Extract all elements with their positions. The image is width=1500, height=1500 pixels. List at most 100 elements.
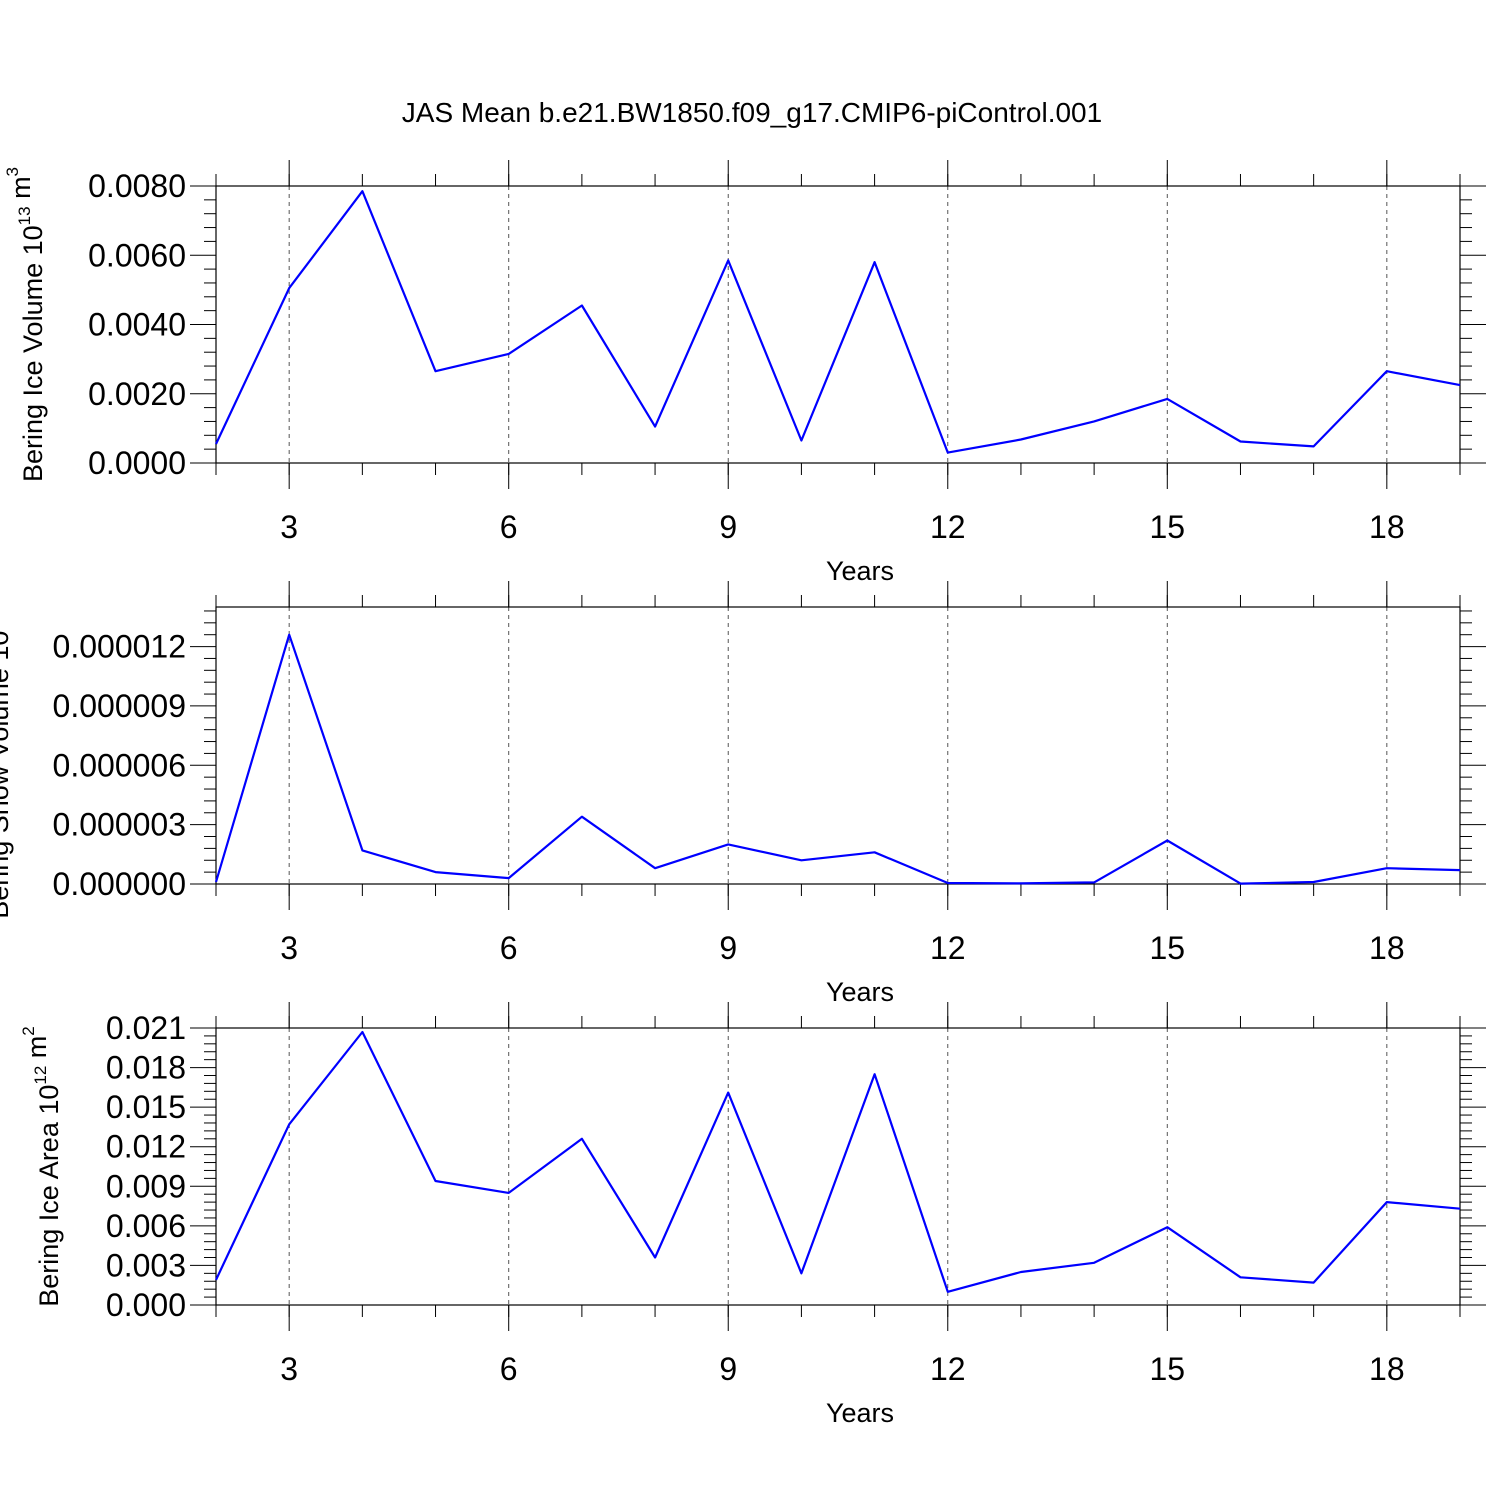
- y-tick-label: 0.0060: [88, 237, 186, 273]
- y-axis-label-part: m: [6, 176, 36, 206]
- y-axis-label-superscript: 13: [15, 206, 34, 225]
- data-point: [1386, 867, 1388, 869]
- series-line: [215, 190, 1461, 454]
- data-point: [1093, 420, 1095, 422]
- plot-frame: [215, 1027, 1461, 1306]
- data-point: [435, 370, 437, 372]
- data-point: [727, 259, 729, 261]
- x-tick-label: 6: [500, 930, 518, 966]
- plot-frame: [215, 185, 1461, 464]
- data-point: [581, 304, 583, 306]
- data-point: [288, 287, 290, 289]
- x-axis-label: Years: [826, 556, 894, 586]
- plot-frame: [215, 606, 1461, 885]
- data-point: [947, 452, 949, 454]
- data-point: [727, 843, 729, 845]
- y-axis-label: Bering Ice Volume 1013 m3: [3, 167, 48, 482]
- x-tick-label: 9: [719, 1351, 737, 1387]
- data-point: [1020, 882, 1022, 884]
- x-tick-label: 9: [719, 930, 737, 966]
- x-tick-label: 3: [280, 1351, 298, 1387]
- data-point: [1239, 441, 1241, 443]
- data-point: [1166, 1226, 1168, 1228]
- data-point: [361, 1031, 363, 1033]
- y-tick-label: 0.0040: [88, 307, 186, 343]
- x-tick-label: 15: [1149, 509, 1185, 545]
- chart-panel-2: 3 6 9 12 15 18 0.000000 0.000003 0.000006 0.00000…: [0, 572, 1486, 1007]
- y-axis-label-part: Bering Ice Volume 10: [18, 225, 48, 482]
- chart-panel-1: 3 6 9 12 15 18 0.0000 0.0020 0.0040 0.0060 0.0080 Y…: [3, 160, 1486, 586]
- data-point: [1166, 839, 1168, 841]
- data-point: [215, 443, 217, 445]
- y-tick-label: 0.009: [106, 1168, 186, 1204]
- data-point: [1313, 881, 1315, 883]
- y-tick-label: 0.0000: [88, 445, 186, 481]
- x-tick-label: 9: [719, 509, 737, 545]
- data-point: [508, 353, 510, 355]
- y-axis-label-superscript: 2: [19, 1026, 38, 1035]
- y-tick-label: 0.000006: [53, 747, 186, 783]
- data-point: [1020, 1271, 1022, 1273]
- chart-panels: 3 6 9 12 15 18 0.0000 0.0020 0.0040 0.0060 0.0080 Y…: [0, 160, 1486, 1428]
- y-axis-label: Bering Snow Volume 1013 m3: [0, 572, 14, 919]
- y-tick-label: 0.000012: [53, 629, 186, 665]
- data-point: [581, 1138, 583, 1140]
- y-tick-label: 0.000009: [53, 688, 186, 724]
- chart-title: JAS Mean b.e21.BW1850.f09_g17.CMIP6-piCo…: [402, 97, 1102, 128]
- data-point: [1459, 869, 1461, 871]
- x-tick-label: 18: [1369, 930, 1405, 966]
- y-tick-label: 0.021: [106, 1010, 186, 1046]
- x-tick-label: 3: [280, 509, 298, 545]
- data-point: [1459, 1208, 1461, 1210]
- x-tick-label: 6: [500, 509, 518, 545]
- x-tick-label: 3: [280, 930, 298, 966]
- data-point: [874, 261, 876, 263]
- data-point: [1386, 370, 1388, 372]
- data-point: [947, 1291, 949, 1293]
- data-point: [288, 1123, 290, 1125]
- data-point: [361, 190, 363, 192]
- data-point: [947, 882, 949, 884]
- data-point: [1166, 398, 1168, 400]
- data-point: [654, 867, 656, 869]
- data-point: [508, 877, 510, 879]
- data-point: [1093, 1262, 1095, 1264]
- x-tick-label: 12: [930, 1351, 966, 1387]
- data-point: [1459, 384, 1461, 386]
- y-tick-label: 0.018: [106, 1050, 186, 1086]
- y-axis-label-superscript: 12: [31, 1066, 50, 1085]
- data-point: [1239, 883, 1241, 885]
- y-axis-label-part: Bering Snow Volume 10: [0, 631, 14, 919]
- x-tick-label: 15: [1149, 1351, 1185, 1387]
- y-tick-label: 0.012: [106, 1129, 186, 1165]
- x-tick-label: 12: [930, 930, 966, 966]
- x-tick-label: 6: [500, 1351, 518, 1387]
- data-point: [800, 1272, 802, 1274]
- y-tick-label: 0.0020: [88, 376, 186, 412]
- y-axis-label-part: Bering Ice Area 10: [34, 1085, 64, 1307]
- data-point: [654, 1257, 656, 1259]
- y-axis-label-part: m: [22, 1036, 52, 1066]
- y-tick-label: 0.000: [106, 1287, 186, 1323]
- data-point: [288, 634, 290, 636]
- y-tick-label: 0.015: [106, 1089, 186, 1125]
- chart-panel-3: 3 6 9 12 15 180.0000.0030.0060.0090.0120.0150…: [19, 1002, 1486, 1428]
- y-tick-label: 0.0080: [88, 168, 186, 204]
- series-line: [214, 633, 1461, 885]
- data-point: [1313, 1282, 1315, 1284]
- data-point: [508, 1192, 510, 1194]
- data-point: [361, 849, 363, 851]
- data-point: [874, 851, 876, 853]
- x-tick-label: 15: [1149, 930, 1185, 966]
- data-point: [874, 1073, 876, 1075]
- data-point: [727, 1092, 729, 1094]
- data-point: [215, 1279, 217, 1281]
- y-axis-label: Bering Ice Area 1012 m2: [19, 1026, 64, 1307]
- y-tick-label: 0.006: [106, 1208, 186, 1244]
- y-tick-label: 0.003: [106, 1247, 186, 1283]
- data-point: [581, 816, 583, 818]
- data-point: [1093, 881, 1095, 883]
- data-point: [1386, 1201, 1388, 1203]
- data-point: [1020, 438, 1022, 440]
